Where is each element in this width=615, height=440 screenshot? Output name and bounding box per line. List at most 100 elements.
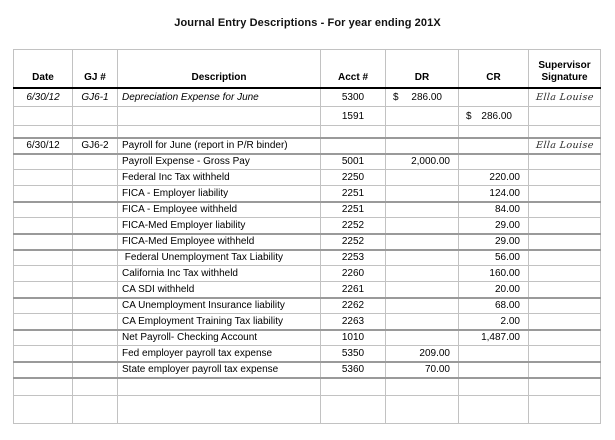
cell-sig[interactable]: [528, 201, 601, 218]
cell-gj[interactable]: [72, 185, 118, 203]
cell-desc[interactable]: [117, 395, 321, 424]
cell-dr[interactable]: [385, 137, 459, 155]
cell-gj[interactable]: [72, 265, 118, 282]
cell-desc[interactable]: [117, 377, 321, 396]
cell-gj[interactable]: [72, 106, 118, 126]
cell-date[interactable]: [13, 185, 73, 203]
cell-dr[interactable]: [385, 329, 459, 346]
cell-dr[interactable]: 70.00: [385, 361, 459, 379]
cell-dr[interactable]: [385, 313, 459, 331]
cell-cr[interactable]: 29.00: [458, 233, 529, 251]
cell-acct[interactable]: 2251: [320, 185, 386, 203]
cell-date[interactable]: [13, 249, 73, 266]
cell-acct[interactable]: 2252: [320, 217, 386, 235]
cell-sig[interactable]: [528, 361, 601, 379]
column-header-sig[interactable]: Supervisor Signature: [528, 49, 601, 89]
cell-acct[interactable]: [320, 137, 386, 155]
cell-sig[interactable]: [528, 169, 601, 186]
cell-date[interactable]: [13, 313, 73, 331]
cell-sig[interactable]: [528, 125, 601, 139]
cell-sig[interactable]: Ella Louise: [528, 87, 601, 107]
cell-acct[interactable]: 2260: [320, 265, 386, 282]
cell-desc[interactable]: Depreciation Expense for June: [117, 87, 321, 107]
cell-desc[interactable]: California Inc Tax withheld: [117, 265, 321, 282]
column-header-dr[interactable]: DR: [385, 49, 459, 89]
cell-gj[interactable]: GJ6-1: [72, 87, 118, 107]
cell-dr[interactable]: [385, 201, 459, 218]
cell-acct[interactable]: 2262: [320, 297, 386, 314]
cell-acct[interactable]: [320, 125, 386, 139]
cell-desc[interactable]: Federal Unemployment Tax Liability: [117, 249, 321, 266]
cell-cr[interactable]: 20.00: [458, 281, 529, 299]
cell-acct[interactable]: [320, 377, 386, 396]
column-header-date[interactable]: Date: [13, 49, 73, 89]
cell-acct[interactable]: 5350: [320, 345, 386, 363]
cell-date[interactable]: 6/30/12: [13, 137, 73, 155]
cell-desc[interactable]: CA Unemployment Insurance liability: [117, 297, 321, 314]
cell-sig[interactable]: [528, 395, 601, 424]
cell-sig[interactable]: [528, 313, 601, 331]
cell-sig[interactable]: [528, 265, 601, 282]
cell-dr[interactable]: 209.00: [385, 345, 459, 363]
cell-desc[interactable]: CA SDI withheld: [117, 281, 321, 299]
cell-acct[interactable]: 5300: [320, 87, 386, 107]
cell-cr[interactable]: [458, 361, 529, 379]
cell-desc[interactable]: Federal Inc Tax withheld: [117, 169, 321, 186]
cell-desc[interactable]: FICA - Employee withheld: [117, 201, 321, 218]
cell-date[interactable]: 6/30/12: [13, 87, 73, 107]
cell-acct[interactable]: 5360: [320, 361, 386, 379]
cell-dr[interactable]: [385, 125, 459, 139]
cell-gj[interactable]: [72, 217, 118, 235]
cell-desc[interactable]: CA Employment Training Tax liability: [117, 313, 321, 331]
cell-sig[interactable]: [528, 185, 601, 203]
cell-gj[interactable]: [72, 153, 118, 170]
cell-gj[interactable]: [72, 345, 118, 363]
cell-date[interactable]: [13, 361, 73, 379]
cell-cr[interactable]: [458, 87, 529, 107]
cell-cr[interactable]: [458, 345, 529, 363]
cell-gj[interactable]: [72, 395, 118, 424]
cell-dr[interactable]: $286.00: [385, 87, 459, 107]
cell-cr[interactable]: [458, 137, 529, 155]
cell-acct[interactable]: 2261: [320, 281, 386, 299]
cell-sig[interactable]: [528, 233, 601, 251]
cell-gj[interactable]: [72, 169, 118, 186]
cell-date[interactable]: [13, 217, 73, 235]
column-header-gj[interactable]: GJ #: [72, 49, 118, 89]
cell-dr[interactable]: [385, 217, 459, 235]
cell-date[interactable]: [13, 106, 73, 126]
cell-sig[interactable]: [528, 281, 601, 299]
cell-cr[interactable]: [458, 395, 529, 424]
cell-cr[interactable]: [458, 377, 529, 396]
cell-date[interactable]: [13, 125, 73, 139]
cell-date[interactable]: [13, 329, 73, 346]
cell-date[interactable]: [13, 201, 73, 218]
cell-gj[interactable]: [72, 313, 118, 331]
cell-dr[interactable]: [385, 281, 459, 299]
cell-sig[interactable]: [528, 345, 601, 363]
cell-sig[interactable]: [528, 297, 601, 314]
cell-cr[interactable]: 68.00: [458, 297, 529, 314]
cell-gj[interactable]: [72, 329, 118, 346]
cell-gj[interactable]: [72, 201, 118, 218]
cell-date[interactable]: [13, 377, 73, 396]
cell-sig[interactable]: [528, 329, 601, 346]
cell-acct[interactable]: 2251: [320, 201, 386, 218]
cell-cr[interactable]: 2.00: [458, 313, 529, 331]
cell-acct[interactable]: 2250: [320, 169, 386, 186]
cell-cr[interactable]: 160.00: [458, 265, 529, 282]
cell-gj[interactable]: [72, 297, 118, 314]
cell-date[interactable]: [13, 345, 73, 363]
cell-gj[interactable]: [72, 281, 118, 299]
column-header-acct[interactable]: Acct #: [320, 49, 386, 89]
cell-sig[interactable]: [528, 217, 601, 235]
cell-cr[interactable]: [458, 125, 529, 139]
cell-acct[interactable]: 2253: [320, 249, 386, 266]
cell-sig[interactable]: [528, 153, 601, 170]
cell-dr[interactable]: [385, 185, 459, 203]
cell-gj[interactable]: [72, 361, 118, 379]
cell-cr[interactable]: 56.00: [458, 249, 529, 266]
cell-acct[interactable]: 2263: [320, 313, 386, 331]
cell-desc[interactable]: Net Payroll- Checking Account: [117, 329, 321, 346]
cell-dr[interactable]: [385, 169, 459, 186]
